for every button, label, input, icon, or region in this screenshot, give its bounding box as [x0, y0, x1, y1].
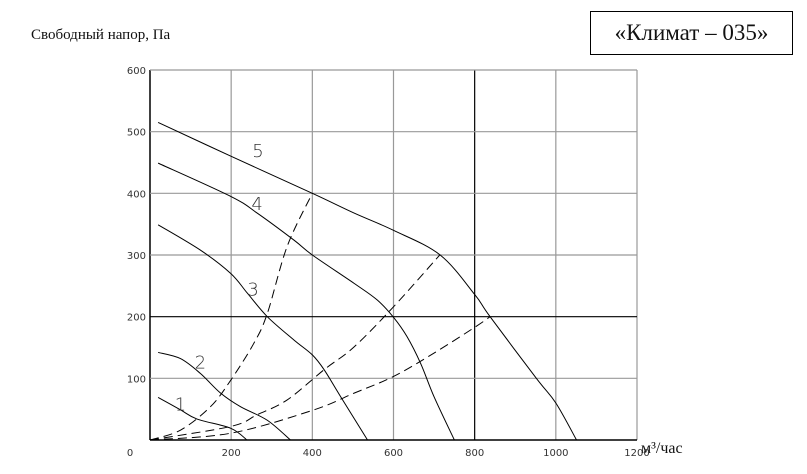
x-axis-label: м³/час	[641, 440, 683, 457]
x-tick-label: 800	[465, 448, 484, 459]
operating-line-dashed	[149, 254, 441, 441]
curve-label-2: 2	[195, 353, 206, 374]
x-tick-label: 1000	[543, 448, 568, 459]
y-tick-label: 400	[127, 189, 146, 200]
fan-curve-2	[157, 351, 291, 441]
y-tick-label: 200	[127, 313, 146, 324]
operating-line-dashed	[149, 193, 313, 441]
chart-title: «Климат – 035»	[590, 11, 793, 55]
curve-label-5: 5	[252, 141, 263, 162]
tick-labels: 0 200 400 600 800 1000 1200 100 200 300 400 500 600	[127, 66, 650, 459]
x-tick-label: 0	[127, 448, 133, 459]
x-tick-label: 1200	[624, 448, 649, 459]
curve-labels: 12 3 4 5	[175, 141, 264, 415]
y-tick-label: 500	[127, 128, 146, 139]
series-lines	[149, 121, 577, 441]
y-tick-label: 100	[127, 374, 146, 385]
x-tick-label: 400	[303, 448, 322, 459]
operating-line-dashed	[149, 316, 491, 441]
x-tick-label: 600	[384, 448, 403, 459]
y-tick-label: 600	[127, 66, 146, 77]
fan-curve-5	[157, 121, 577, 441]
curve-label-1: 1	[175, 395, 186, 416]
y-tick-label: 300	[127, 251, 146, 262]
curve-label-3: 3	[247, 279, 258, 300]
x-tick-label: 200	[222, 448, 241, 459]
fan-curve-4	[157, 162, 455, 441]
y-axis-label: Свободный напор, Па	[31, 27, 171, 43]
curve-label-4: 4	[251, 194, 262, 215]
grid	[149, 69, 638, 441]
fan-curve-3	[157, 224, 368, 441]
